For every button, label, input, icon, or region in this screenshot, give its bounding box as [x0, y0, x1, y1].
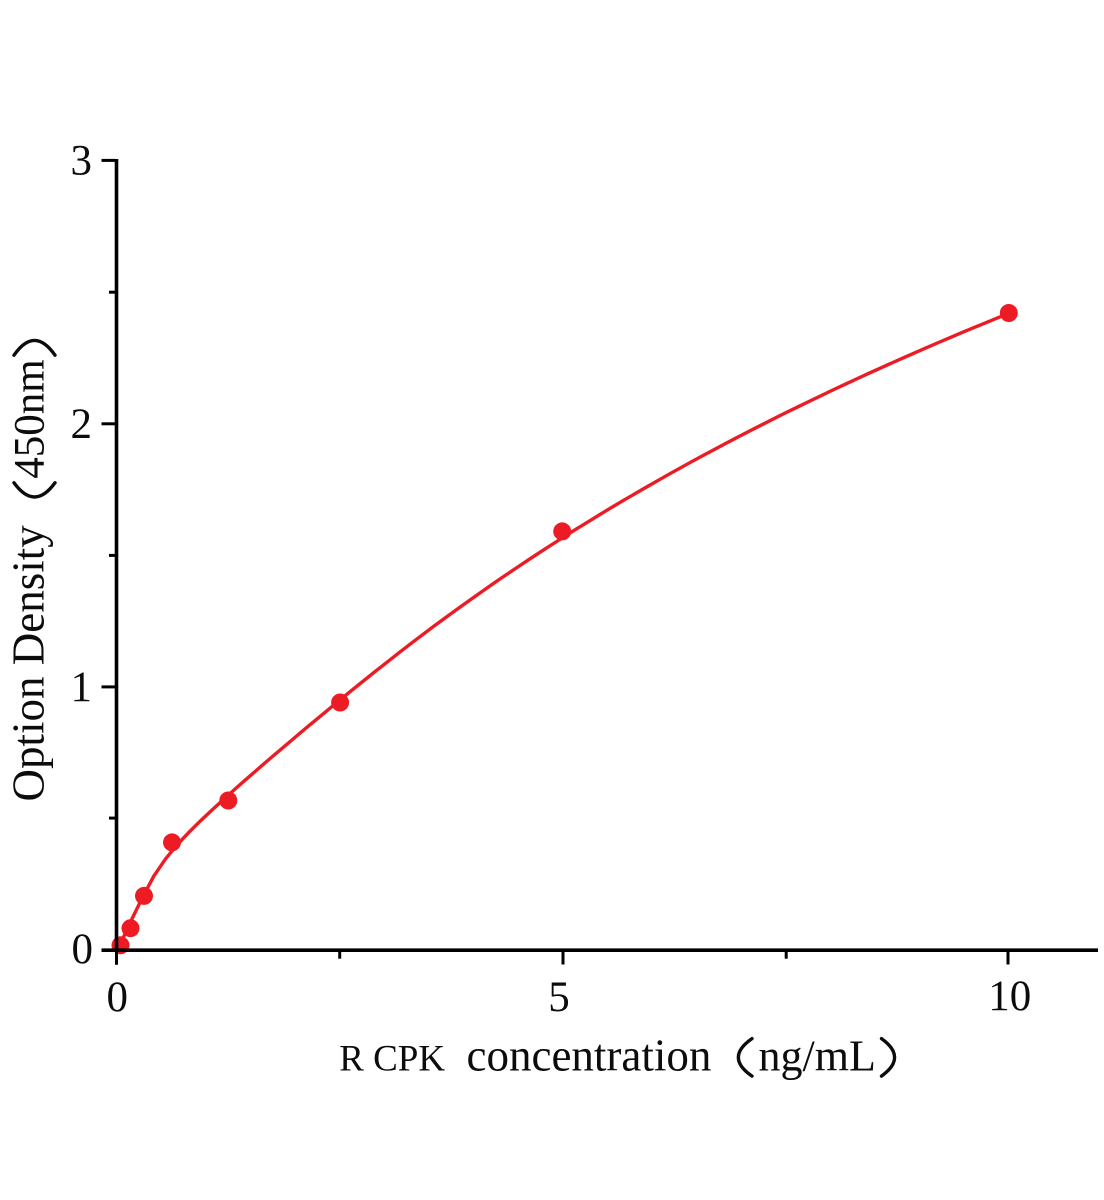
- svg-text:ng/mL: ng/mL: [759, 1032, 876, 1081]
- svg-text:R CPK: R CPK: [339, 1039, 445, 1080]
- svg-text:3: 3: [71, 137, 93, 184]
- svg-text:Option Density: Option Density: [4, 525, 54, 802]
- svg-text:10: 10: [988, 973, 1031, 1020]
- svg-text:2: 2: [71, 401, 93, 448]
- svg-text:450nm: 450nm: [7, 359, 54, 478]
- svg-text:concentration: concentration: [467, 1031, 712, 1081]
- svg-text:1: 1: [71, 664, 93, 711]
- svg-text:0: 0: [107, 974, 129, 1021]
- svg-text:5: 5: [548, 974, 570, 1021]
- svg-text:0: 0: [72, 926, 94, 973]
